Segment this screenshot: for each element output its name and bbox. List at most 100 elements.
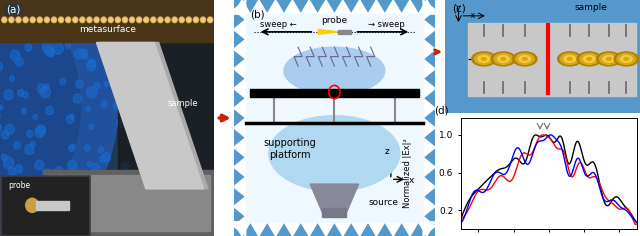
Polygon shape — [234, 197, 246, 216]
Circle shape — [101, 101, 108, 108]
Circle shape — [10, 76, 14, 81]
Text: (b): (b) — [250, 9, 264, 19]
Circle shape — [568, 58, 572, 60]
Circle shape — [47, 170, 56, 180]
Y-axis label: Normalized |Ex|²: Normalized |Ex|² — [403, 139, 412, 208]
Circle shape — [24, 18, 28, 22]
Text: (a): (a) — [6, 5, 21, 15]
Polygon shape — [234, 222, 250, 236]
Circle shape — [77, 202, 85, 211]
Circle shape — [577, 52, 602, 66]
Circle shape — [138, 18, 141, 22]
Circle shape — [158, 17, 163, 23]
Circle shape — [74, 18, 77, 22]
Circle shape — [580, 54, 598, 64]
Circle shape — [109, 48, 119, 59]
Circle shape — [45, 106, 53, 115]
Polygon shape — [423, 59, 435, 79]
Circle shape — [10, 18, 13, 22]
Bar — [36, 201, 68, 210]
Circle shape — [22, 108, 26, 114]
Circle shape — [44, 17, 49, 23]
Text: sample: sample — [167, 99, 198, 108]
Circle shape — [145, 81, 151, 87]
Circle shape — [117, 119, 125, 127]
Circle shape — [53, 43, 63, 54]
Polygon shape — [423, 118, 435, 138]
Circle shape — [131, 105, 138, 113]
Circle shape — [603, 55, 614, 62]
Polygon shape — [317, 0, 334, 14]
Circle shape — [472, 52, 496, 66]
Circle shape — [136, 17, 141, 23]
Circle shape — [172, 17, 177, 23]
Circle shape — [74, 49, 83, 59]
Bar — [323, 208, 346, 217]
Circle shape — [87, 161, 92, 167]
Circle shape — [58, 17, 63, 23]
Circle shape — [35, 160, 44, 170]
Circle shape — [10, 174, 19, 183]
Text: sweep ←: sweep ← — [260, 20, 296, 29]
Polygon shape — [368, 0, 385, 14]
Circle shape — [165, 17, 170, 23]
Circle shape — [45, 203, 54, 211]
Circle shape — [587, 58, 591, 60]
Circle shape — [45, 18, 49, 22]
Circle shape — [25, 44, 32, 51]
Circle shape — [202, 18, 205, 22]
Circle shape — [617, 54, 636, 64]
Circle shape — [123, 92, 131, 100]
Circle shape — [624, 58, 628, 60]
Circle shape — [124, 101, 130, 107]
Circle shape — [193, 17, 198, 23]
Circle shape — [67, 115, 74, 123]
Polygon shape — [419, 222, 435, 236]
Circle shape — [561, 54, 579, 64]
Polygon shape — [234, 98, 246, 118]
Circle shape — [3, 18, 6, 22]
Polygon shape — [423, 39, 435, 59]
Circle shape — [99, 147, 104, 153]
Circle shape — [18, 90, 24, 96]
Bar — [468, 23, 636, 96]
Circle shape — [95, 18, 99, 22]
Circle shape — [65, 42, 71, 48]
Circle shape — [88, 59, 95, 67]
Bar — [118, 42, 225, 189]
Polygon shape — [234, 118, 246, 138]
Circle shape — [38, 18, 42, 22]
Circle shape — [497, 55, 509, 62]
Bar — [339, 30, 351, 34]
Circle shape — [76, 80, 83, 88]
Bar — [2, 177, 88, 234]
Polygon shape — [419, 0, 435, 14]
Polygon shape — [250, 0, 268, 14]
Circle shape — [45, 46, 54, 56]
Polygon shape — [234, 20, 246, 39]
Polygon shape — [351, 222, 368, 236]
Polygon shape — [234, 216, 246, 236]
Polygon shape — [385, 222, 402, 236]
Polygon shape — [234, 177, 246, 197]
Circle shape — [596, 52, 621, 66]
Circle shape — [86, 106, 91, 111]
Polygon shape — [268, 222, 284, 236]
Circle shape — [31, 142, 35, 147]
Circle shape — [478, 55, 490, 62]
Circle shape — [99, 156, 106, 162]
Circle shape — [209, 18, 212, 22]
Polygon shape — [385, 0, 402, 14]
Circle shape — [114, 59, 120, 66]
Polygon shape — [402, 222, 419, 236]
Circle shape — [159, 18, 162, 22]
Circle shape — [51, 17, 56, 23]
Circle shape — [83, 54, 88, 59]
Text: metasurface: metasurface — [79, 25, 136, 34]
Ellipse shape — [0, 0, 118, 236]
Circle shape — [187, 18, 191, 22]
Circle shape — [118, 65, 123, 70]
Circle shape — [49, 51, 54, 57]
Circle shape — [25, 145, 34, 155]
Circle shape — [474, 54, 493, 64]
